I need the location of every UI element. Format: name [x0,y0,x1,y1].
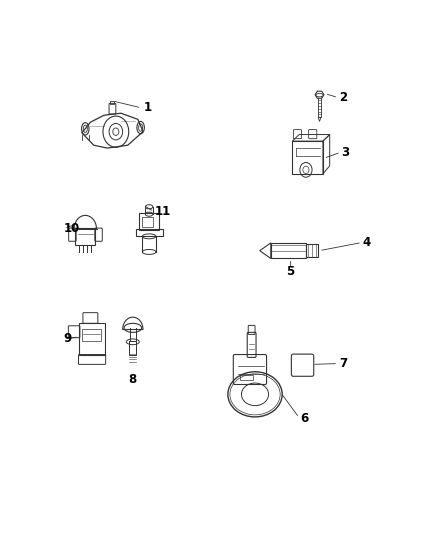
Text: 11: 11 [155,205,171,218]
Text: 8: 8 [129,374,137,386]
Text: 1: 1 [144,101,152,115]
Text: 3: 3 [342,146,350,159]
Text: 5: 5 [286,265,295,278]
Text: 7: 7 [339,357,347,370]
Text: 4: 4 [363,236,371,249]
Text: 2: 2 [339,91,347,104]
Bar [240,375,253,379]
Text: 10: 10 [63,222,79,235]
Bar [142,217,152,227]
Text: 9: 9 [63,333,71,345]
Bar [82,329,101,341]
Bar [110,101,114,104]
Text: 6: 6 [300,413,308,425]
